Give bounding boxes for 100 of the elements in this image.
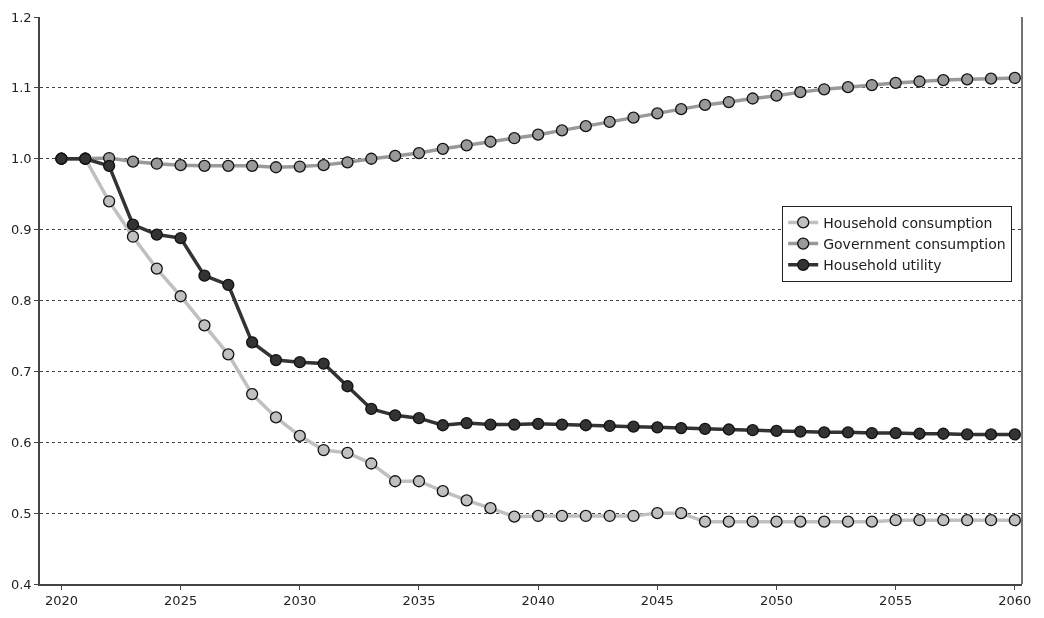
point (1008, 514, 1021, 527)
y-tick-label: 0.9 (10, 222, 32, 238)
point (818, 426, 831, 439)
point (532, 417, 545, 430)
point (222, 278, 235, 292)
point (961, 73, 974, 86)
point (388, 149, 402, 163)
point (889, 426, 902, 440)
point (341, 156, 354, 169)
point (913, 75, 926, 88)
x-tick-label: 2035 (402, 593, 436, 609)
point (627, 111, 640, 124)
point (245, 159, 259, 172)
point (555, 124, 569, 137)
point (269, 161, 283, 174)
point (126, 218, 140, 231)
point (818, 83, 831, 96)
point (102, 195, 116, 208)
point (841, 81, 855, 94)
point (126, 230, 140, 243)
legend-label: Government consumption (823, 236, 1006, 253)
point (841, 426, 855, 439)
point (436, 142, 449, 155)
point (651, 107, 664, 120)
point (388, 475, 402, 488)
point (222, 159, 235, 172)
point (889, 514, 902, 527)
point (508, 132, 521, 145)
point (1008, 71, 1021, 85)
point (460, 494, 473, 507)
point (198, 319, 211, 332)
point (722, 95, 735, 109)
point (579, 120, 592, 133)
point (341, 380, 354, 393)
point (865, 515, 878, 528)
x-tick-label: 2030 (283, 593, 317, 609)
point (675, 102, 688, 116)
point (913, 427, 926, 440)
point (436, 485, 449, 498)
point (794, 425, 807, 438)
point (150, 262, 163, 275)
point (365, 152, 378, 165)
point (770, 89, 783, 102)
y-tick-label: 0.6 (10, 434, 32, 450)
point (984, 514, 998, 527)
point (865, 78, 878, 92)
point (484, 502, 497, 515)
point (984, 428, 998, 441)
legend-label: Household consumption (823, 214, 993, 231)
point (579, 509, 592, 523)
x-tick-label: 2020 (44, 593, 78, 609)
point (388, 409, 402, 422)
point (508, 418, 521, 431)
point (508, 510, 521, 523)
point (1008, 428, 1021, 441)
y-tick-label: 0.4 (10, 576, 32, 592)
point (555, 418, 569, 431)
point (722, 423, 735, 436)
point (293, 429, 306, 443)
point (198, 159, 211, 172)
point (937, 73, 950, 87)
point (770, 515, 783, 528)
point (245, 336, 259, 349)
point (937, 427, 950, 440)
point (412, 146, 426, 160)
point (365, 457, 378, 470)
point (841, 515, 855, 528)
point (412, 412, 426, 425)
point (484, 418, 497, 431)
point (746, 515, 759, 528)
point (770, 424, 783, 438)
point (484, 135, 497, 148)
point (198, 269, 211, 282)
x-tick-label: 2055 (879, 593, 913, 609)
point (651, 506, 664, 520)
point (889, 76, 902, 90)
point (174, 158, 187, 172)
point (102, 159, 116, 172)
point (245, 387, 259, 401)
point (984, 72, 998, 85)
point (698, 422, 712, 435)
point (269, 411, 283, 424)
x-tick-label: 2045 (640, 593, 674, 609)
point (341, 446, 354, 460)
point (698, 515, 712, 528)
point (961, 428, 974, 441)
point (961, 514, 974, 527)
point (865, 426, 878, 440)
point (460, 416, 473, 430)
point (937, 514, 950, 527)
y-tick-label: 0.5 (10, 505, 32, 521)
x-tick-label: 2060 (998, 593, 1032, 609)
point (794, 515, 807, 528)
point (293, 160, 306, 173)
legend-label: Household utility (823, 257, 942, 274)
point (675, 421, 688, 435)
point (150, 228, 163, 241)
point (555, 509, 569, 523)
point (913, 514, 926, 527)
point (126, 155, 140, 168)
